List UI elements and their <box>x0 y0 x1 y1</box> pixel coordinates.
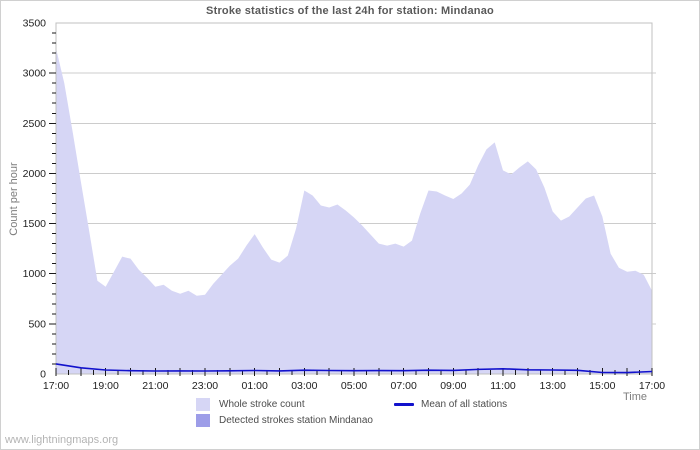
x-tick-label: 17:00 <box>43 380 69 392</box>
x-tick-label: 19:00 <box>93 380 119 392</box>
y-tick-label: 1500 <box>23 218 47 230</box>
y-tick-label: 1000 <box>23 268 47 280</box>
x-tick-label: 11:00 <box>490 380 516 392</box>
x-tick-label: 17:00 <box>639 380 665 392</box>
x-tick-label: 15:00 <box>589 380 615 392</box>
legend-swatch-whole-stroke-count <box>196 398 210 411</box>
x-tick-label: 01:00 <box>242 380 268 392</box>
x-tick-label: 21:00 <box>142 380 168 392</box>
watermark-link[interactable]: www.lightningmaps.org <box>5 434 119 446</box>
x-tick-label: 07:00 <box>391 380 417 392</box>
y-tick-label: 3500 <box>23 18 47 30</box>
x-tick-label: 23:00 <box>192 380 218 392</box>
y-tick-label: 2000 <box>23 168 47 180</box>
x-axis-label: Time <box>623 391 648 403</box>
x-tick-label: 03:00 <box>291 380 317 392</box>
mean-of-all-stations-line <box>55 363 653 374</box>
legend-label-mean-of-all-stations: Mean of all stations <box>421 399 508 410</box>
x-tick-label: 13:00 <box>540 380 566 392</box>
y-tick-label: 0 <box>40 369 46 381</box>
y-tick-label: 3000 <box>23 68 47 80</box>
legend-swatch-detected-strokes <box>196 414 210 427</box>
x-tick-label: 09:00 <box>440 380 466 392</box>
legend-line-mean-of-all-stations <box>394 403 414 406</box>
y-tick-label: 500 <box>28 318 46 330</box>
y-axis-label: Count per hour <box>8 162 20 236</box>
y-tick-label: 2500 <box>23 118 47 130</box>
chart-title: Stroke statistics of the last 24h for st… <box>206 5 494 17</box>
whole-stroke-count-area <box>56 48 652 374</box>
x-tick-label: 05:00 <box>341 380 367 392</box>
legend-label-whole-stroke-count: Whole stroke count <box>219 399 305 410</box>
legend-label-detected-strokes: Detected strokes station Mindanao <box>219 415 373 426</box>
